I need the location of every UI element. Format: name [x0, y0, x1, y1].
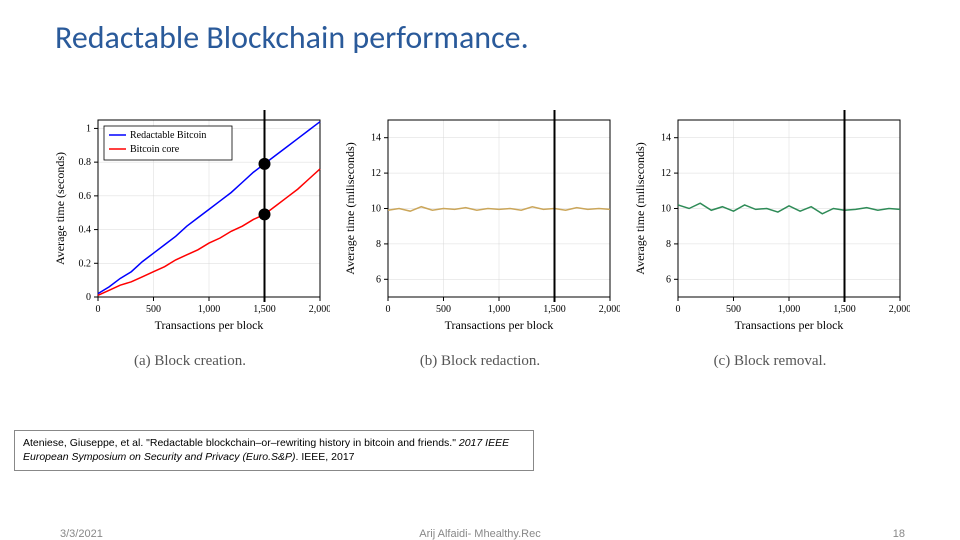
svg-text:0: 0 — [676, 304, 681, 315]
svg-text:1: 1 — [86, 123, 91, 134]
svg-text:2,000: 2,000 — [599, 304, 620, 315]
citation-box: Ateniese, Giuseppe, et al. "Redactable b… — [14, 430, 534, 471]
chart-b-panel: 0 500 1,000 1,500 2,000 6 8 10 12 14 Transactions … — [340, 110, 620, 370]
svg-text:8: 8 — [376, 239, 381, 250]
svg-text:Average time (miliseconds): Average time (miliseconds) — [343, 142, 357, 274]
svg-text:12: 12 — [661, 168, 671, 179]
svg-text:0.4: 0.4 — [79, 225, 92, 236]
svg-text:10: 10 — [371, 204, 381, 215]
chart-c-svg: 0 500 1,000 1,500 2,000 6 8 10 12 14 Transactions … — [630, 110, 910, 335]
chart-c-caption: (c) Block removal. — [630, 353, 910, 370]
svg-text:14: 14 — [661, 133, 671, 144]
svg-text:0: 0 — [86, 292, 91, 303]
footer-author: Arij Alfaidi- Mhealthy.Rec — [419, 528, 540, 540]
svg-text:1,500: 1,500 — [543, 304, 566, 315]
citation-text1: Ateniese, Giuseppe, et al. "Redactable b… — [23, 437, 459, 449]
svg-text:0.2: 0.2 — [79, 258, 92, 269]
svg-text:6: 6 — [376, 274, 381, 285]
svg-text:2,000: 2,000 — [889, 304, 910, 315]
svg-text:0.8: 0.8 — [79, 157, 92, 168]
svg-text:12: 12 — [371, 168, 381, 179]
footer-pagenum: 18 — [893, 528, 905, 540]
page-title: Redactable Blockchain performance. — [55, 18, 529, 57]
svg-text:Bitcoin core: Bitcoin core — [130, 144, 180, 155]
svg-text:1,000: 1,000 — [198, 304, 221, 315]
svg-text:0: 0 — [96, 304, 101, 315]
svg-text:0: 0 — [386, 304, 391, 315]
svg-text:14: 14 — [371, 133, 381, 144]
chart-a-caption: (a) Block creation. — [50, 353, 330, 370]
svg-text:Redactable Bitcoin: Redactable Bitcoin — [130, 130, 206, 141]
svg-text:8: 8 — [666, 239, 671, 250]
svg-text:Average time (miliseconds): Average time (miliseconds) — [633, 142, 647, 274]
chart-b-svg: 0 500 1,000 1,500 2,000 6 8 10 12 14 Transactions … — [340, 110, 620, 335]
chart-c-panel: 0 500 1,000 1,500 2,000 6 8 10 12 14 Transactions … — [630, 110, 910, 370]
charts-row: 0 500 1,000 1,500 2,000 0 0.2 0.4 0.6 0.8 1 Transac… — [50, 110, 910, 370]
chart-b-caption: (b) Block redaction. — [340, 353, 620, 370]
svg-text:Transactions per block: Transactions per block — [445, 318, 554, 332]
svg-text:Transactions per block: Transactions per block — [155, 318, 264, 332]
svg-text:0.6: 0.6 — [79, 191, 92, 202]
svg-text:Average time (seconds): Average time (seconds) — [53, 152, 67, 265]
svg-text:1,000: 1,000 — [778, 304, 801, 315]
svg-text:2,000: 2,000 — [309, 304, 330, 315]
svg-text:1,000: 1,000 — [488, 304, 511, 315]
citation-text3: . IEEE, 2017 — [296, 451, 355, 463]
svg-text:6: 6 — [666, 274, 671, 285]
svg-text:Transactions per block: Transactions per block — [735, 318, 844, 332]
chart-a-panel: 0 500 1,000 1,500 2,000 0 0.2 0.4 0.6 0.8 1 Transac… — [50, 110, 330, 370]
svg-text:500: 500 — [726, 304, 741, 315]
svg-text:10: 10 — [661, 204, 671, 215]
footer-date: 3/3/2021 — [60, 528, 103, 540]
chart-a-svg: 0 500 1,000 1,500 2,000 0 0.2 0.4 0.6 0.8 1 Transac… — [50, 110, 330, 335]
svg-text:1,500: 1,500 — [253, 304, 276, 315]
svg-text:500: 500 — [146, 304, 161, 315]
svg-text:500: 500 — [436, 304, 451, 315]
svg-text:1,500: 1,500 — [833, 304, 856, 315]
